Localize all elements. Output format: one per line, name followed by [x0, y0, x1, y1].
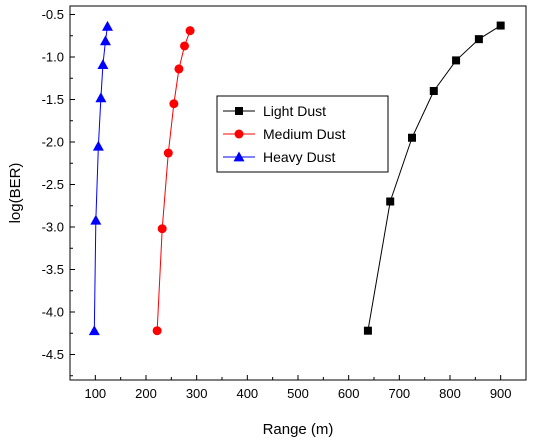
data-point: [429, 87, 438, 95]
y-tick-label: -1.5: [42, 92, 64, 107]
y-axis: -0.5 -1.0 -1.5 -2.0 -2.5 -3.0 -3.5 -4.0 -4.5: [42, 7, 75, 377]
series-layer: [88, 20, 505, 336]
x-tick-label: 800: [439, 386, 461, 401]
series-line: [156, 30, 191, 331]
x-tick-label: 900: [490, 386, 512, 401]
data-point: [99, 35, 111, 46]
data-point: [95, 92, 107, 103]
y-tick-label: -1.0: [42, 50, 64, 65]
y-tick-label: -4.5: [42, 347, 64, 362]
series-line: [93, 26, 108, 331]
legend: Light Dust Medium Dust Heavy Dust: [216, 95, 389, 173]
x-axis: 100 200 300 400 500 600 700 800 900: [69, 375, 527, 401]
y-tick-label: -4.0: [42, 305, 64, 320]
data-point: [90, 214, 102, 225]
data-point: [88, 325, 100, 336]
y-tick-label: -3.5: [42, 262, 64, 277]
x-tick-label: 700: [388, 386, 410, 401]
data-point: [97, 59, 109, 70]
y-tick-label: -2.0: [42, 135, 64, 150]
data-point: [92, 140, 104, 151]
legend-item: Light Dust: [223, 103, 326, 119]
legend-item: Heavy Dust: [223, 149, 335, 165]
data-point: [363, 326, 372, 335]
data-point: [496, 21, 505, 30]
data-point: [152, 326, 162, 336]
data-point: [185, 26, 195, 36]
legend-marker: [233, 151, 245, 162]
x-tick-label: 600: [338, 386, 360, 401]
legend-label: Light Dust: [263, 103, 326, 119]
data-point: [163, 148, 173, 158]
x-tick-label: 400: [236, 386, 258, 401]
series-circle: [152, 26, 195, 336]
legend-marker: [234, 129, 244, 139]
x-tick-label: 100: [84, 386, 106, 401]
legend-item: Medium Dust: [223, 126, 346, 142]
data-point: [180, 41, 190, 51]
legend-label: Medium Dust: [263, 126, 346, 142]
series-triangle: [88, 20, 113, 336]
x-tick-label: 500: [287, 386, 309, 401]
y-tick-label: -2.5: [42, 177, 64, 192]
data-point: [101, 20, 113, 31]
data-point: [386, 197, 395, 206]
y-tick-label: -3.0: [42, 220, 64, 235]
series-line: [367, 25, 501, 331]
data-point: [169, 99, 179, 109]
legend-marker: [235, 107, 243, 115]
data-point: [157, 224, 167, 234]
x-tick-label: 200: [135, 386, 157, 401]
x-axis-title: Range (m): [263, 421, 334, 438]
y-axis-title: log(BER): [7, 163, 24, 224]
x-tick-label: 300: [186, 386, 208, 401]
legend-label: Heavy Dust: [263, 149, 335, 165]
series-square: [363, 21, 505, 335]
data-point: [452, 56, 461, 65]
data-point: [174, 64, 184, 74]
data-point: [408, 133, 416, 142]
y-tick-label: -0.5: [42, 7, 64, 22]
data-point: [474, 35, 483, 44]
